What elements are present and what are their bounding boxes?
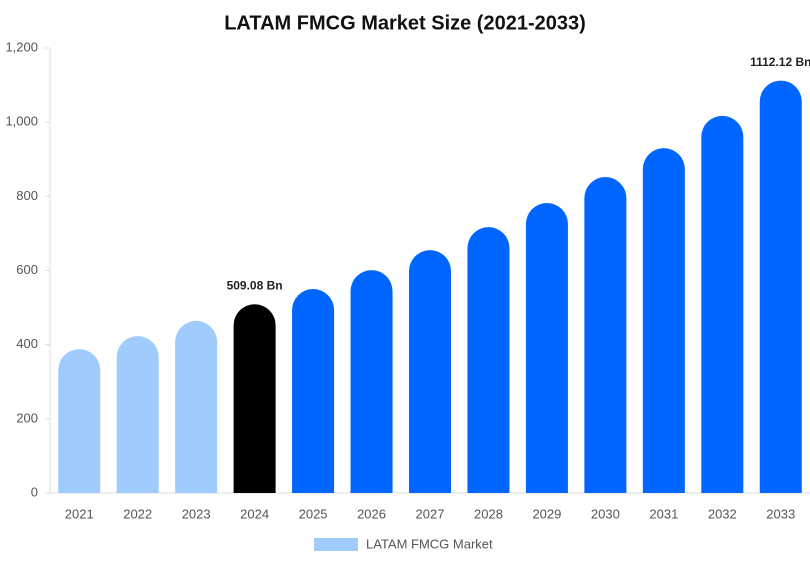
x-tick-label: 2024 <box>240 506 269 521</box>
x-tick-label: 2030 <box>591 506 620 521</box>
bar <box>175 320 218 493</box>
y-tick-label: 800 <box>16 188 38 203</box>
legend-swatch <box>314 538 358 551</box>
x-tick-label: 2031 <box>649 506 678 521</box>
bar <box>233 304 276 493</box>
bar <box>116 336 159 493</box>
x-tick-label: 2026 <box>357 506 386 521</box>
x-tick-label: 2023 <box>182 506 211 521</box>
x-tick-label: 2021 <box>65 506 94 521</box>
value-label: 1112.12 Bn <box>750 55 810 69</box>
x-tick-label: 2028 <box>474 506 503 521</box>
bar <box>58 349 101 493</box>
bar <box>642 148 685 493</box>
bar <box>701 115 744 494</box>
x-tick-label: 2022 <box>123 506 152 521</box>
bar <box>409 250 451 493</box>
x-tick-label: 2029 <box>532 506 561 521</box>
y-tick-label: 1,200 <box>5 39 38 54</box>
x-tick-label: 2033 <box>766 506 795 521</box>
chart-title: LATAM FMCG Market Size (2021-2033) <box>224 12 586 34</box>
value-label: 509.08 Bn <box>227 278 283 292</box>
bar <box>292 289 335 493</box>
y-tick-label: 0 <box>31 484 38 499</box>
bar <box>350 270 393 493</box>
x-tick-label: 2027 <box>416 506 445 521</box>
y-tick-label: 400 <box>16 336 38 351</box>
y-tick-label: 600 <box>16 262 38 277</box>
y-tick-label: 200 <box>16 410 38 425</box>
bar <box>525 203 568 493</box>
x-tick-label: 2032 <box>708 506 737 521</box>
bar <box>584 177 627 493</box>
legend-label: LATAM FMCG Market <box>366 536 493 551</box>
y-tick-label: 1,000 <box>5 114 38 129</box>
bar <box>759 80 802 493</box>
x-tick-label: 2025 <box>299 506 328 521</box>
bar <box>467 227 510 494</box>
